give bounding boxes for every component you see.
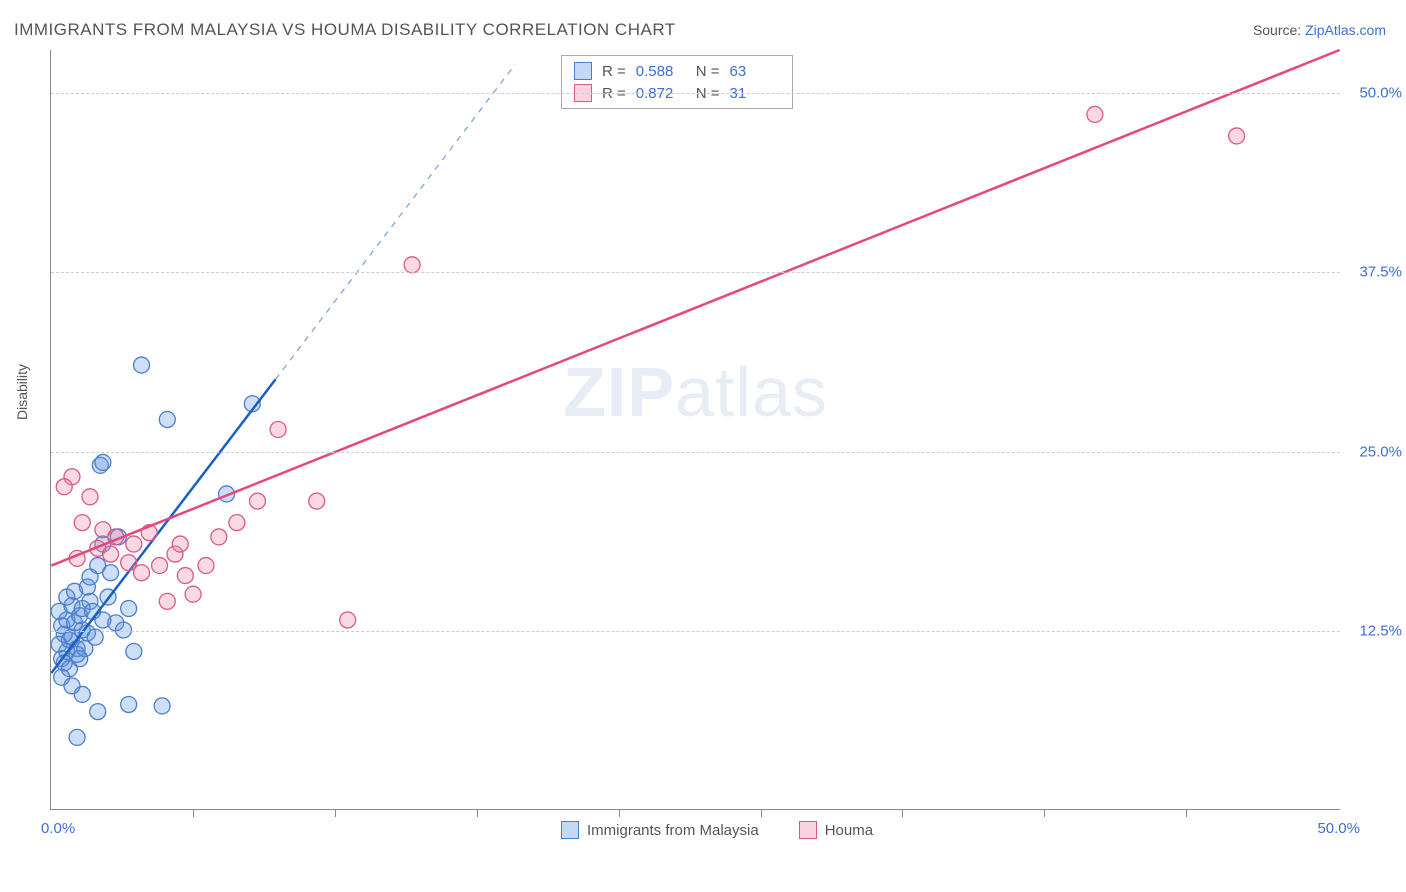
legend-stats-box: R = 0.588 N = 63 R = 0.872 N = 31 bbox=[561, 55, 793, 109]
legend-swatch-blue bbox=[561, 821, 579, 839]
y-tick-label: 50.0% bbox=[1359, 85, 1402, 102]
legend-label-2: Houma bbox=[825, 822, 873, 839]
n-label-1: N = bbox=[696, 63, 720, 80]
gridline bbox=[51, 452, 1340, 453]
x-tick bbox=[619, 809, 620, 817]
swatch-blue bbox=[574, 62, 592, 80]
x-tick bbox=[1044, 809, 1045, 817]
n-value-1: 63 bbox=[730, 63, 780, 80]
data-point bbox=[404, 257, 420, 273]
x-tick bbox=[193, 809, 194, 817]
data-point bbox=[159, 411, 175, 427]
data-point bbox=[74, 686, 90, 702]
y-tick-label: 37.5% bbox=[1359, 264, 1402, 281]
regression-line bbox=[51, 50, 1339, 566]
x-tick bbox=[335, 809, 336, 817]
regression-line-dashed bbox=[276, 64, 516, 379]
x-tick bbox=[761, 809, 762, 817]
data-point bbox=[126, 643, 142, 659]
gridline bbox=[51, 631, 1340, 632]
data-point bbox=[159, 593, 175, 609]
legend-series: Immigrants from Malaysia Houma bbox=[561, 821, 873, 839]
data-point bbox=[74, 515, 90, 531]
data-point bbox=[249, 493, 265, 509]
y-tick-label: 12.5% bbox=[1359, 622, 1402, 639]
y-tick-label: 25.0% bbox=[1359, 443, 1402, 460]
source-link[interactable]: ZipAtlas.com bbox=[1305, 22, 1386, 38]
data-point bbox=[270, 422, 286, 438]
data-point bbox=[229, 515, 245, 531]
y-axis-label: Disability bbox=[14, 364, 30, 420]
gridline bbox=[51, 93, 1340, 94]
data-point bbox=[177, 568, 193, 584]
r-value-1: 0.588 bbox=[636, 63, 686, 80]
data-point bbox=[103, 565, 119, 581]
data-point bbox=[1229, 128, 1245, 144]
data-point bbox=[121, 601, 137, 617]
legend-label-1: Immigrants from Malaysia bbox=[587, 822, 759, 839]
legend-item-1: Immigrants from Malaysia bbox=[561, 821, 759, 839]
data-point bbox=[152, 558, 168, 574]
data-point bbox=[56, 479, 72, 495]
chart-title: IMMIGRANTS FROM MALAYSIA VS HOUMA DISABI… bbox=[14, 20, 676, 40]
source-label: Source: bbox=[1253, 22, 1305, 38]
data-point bbox=[211, 529, 227, 545]
data-point bbox=[72, 651, 88, 667]
data-point bbox=[309, 493, 325, 509]
data-point bbox=[82, 489, 98, 505]
data-point bbox=[134, 357, 150, 373]
x-max-label: 50.0% bbox=[1317, 820, 1360, 837]
r-label-1: R = bbox=[602, 63, 626, 80]
x-tick bbox=[1186, 809, 1187, 817]
data-point bbox=[340, 612, 356, 628]
data-point bbox=[172, 536, 188, 552]
data-point bbox=[121, 696, 137, 712]
data-point bbox=[103, 546, 119, 562]
legend-swatch-pink bbox=[799, 821, 817, 839]
source-attribution: Source: ZipAtlas.com bbox=[1253, 22, 1386, 38]
legend-stats-row-1: R = 0.588 N = 63 bbox=[574, 60, 780, 82]
data-point bbox=[95, 454, 111, 470]
x-min-label: 0.0% bbox=[41, 820, 75, 837]
data-point bbox=[185, 586, 201, 602]
legend-item-2: Houma bbox=[799, 821, 873, 839]
data-point bbox=[198, 558, 214, 574]
data-point bbox=[1087, 106, 1103, 122]
x-tick bbox=[477, 809, 478, 817]
data-point bbox=[69, 729, 85, 745]
page: IMMIGRANTS FROM MALAYSIA VS HOUMA DISABI… bbox=[0, 0, 1406, 892]
data-point bbox=[90, 704, 106, 720]
chart-svg bbox=[51, 50, 1340, 809]
data-point bbox=[154, 698, 170, 714]
gridline bbox=[51, 272, 1340, 273]
x-tick bbox=[902, 809, 903, 817]
data-point bbox=[134, 565, 150, 581]
chart-plot-area: ZIPatlas R = 0.588 N = 63 R = 0.872 N = … bbox=[50, 50, 1340, 810]
data-point bbox=[126, 536, 142, 552]
